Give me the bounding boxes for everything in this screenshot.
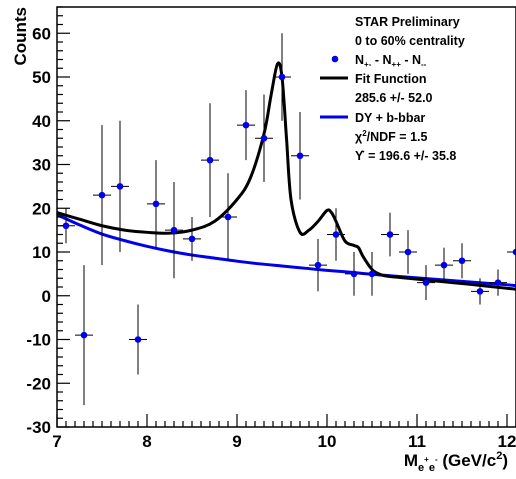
data-point xyxy=(147,160,165,248)
legend-data-marker xyxy=(331,55,339,63)
y-axis-title: Counts xyxy=(11,7,30,66)
legend-background-label: DY + b-bbar xyxy=(355,111,425,125)
legend-upsilon-yield: ϒ = 196.6 +/- 35.8 xyxy=(355,149,456,163)
data-point xyxy=(399,230,417,274)
data-marker xyxy=(368,270,376,278)
y-tick-label: 50 xyxy=(32,68,51,87)
data-point xyxy=(165,182,183,279)
y-tick-label: 30 xyxy=(32,156,51,175)
data-marker xyxy=(188,235,196,243)
data-point xyxy=(93,125,111,266)
y-tick-label: 60 xyxy=(32,24,51,43)
data-marker xyxy=(242,121,250,129)
data-point xyxy=(435,247,453,283)
data-point xyxy=(327,208,345,261)
curve-layer xyxy=(57,61,516,291)
legend-fit-value: 285.6 +/- 52.0 xyxy=(355,91,433,105)
data-marker xyxy=(98,191,106,199)
data-marker xyxy=(296,152,304,160)
y-tick-label: 10 xyxy=(32,243,51,262)
data-marker xyxy=(224,213,232,221)
x-tick-label: 7 xyxy=(52,432,61,451)
data-point xyxy=(219,173,237,261)
x-tick-label: 9 xyxy=(232,432,241,451)
data-point xyxy=(129,304,147,375)
data-point xyxy=(453,243,471,279)
legend-data-label: N+- - N++ - N-- xyxy=(355,53,427,69)
data-marker xyxy=(386,231,394,238)
data-marker xyxy=(170,226,178,234)
data-point xyxy=(201,103,219,217)
data-point xyxy=(345,252,363,296)
data-point xyxy=(75,265,93,406)
data-marker xyxy=(278,73,286,81)
data-marker xyxy=(314,261,322,269)
data-marker xyxy=(476,288,484,295)
fit-curve xyxy=(57,61,516,291)
data-marker xyxy=(404,248,412,256)
data-marker xyxy=(494,279,502,286)
data-point xyxy=(237,90,255,161)
x-tick-label: 12 xyxy=(498,432,516,451)
data-marker xyxy=(440,261,448,269)
data-point xyxy=(417,265,435,301)
x-axis-title: Me+e- (GeV/c2) xyxy=(404,450,508,474)
data-marker xyxy=(152,200,160,208)
data-marker xyxy=(80,331,88,339)
data-point xyxy=(507,238,516,266)
data-point xyxy=(111,120,129,252)
x-tick-label: 10 xyxy=(318,432,337,451)
x-tick-label: 11 xyxy=(408,432,426,451)
data-point xyxy=(183,217,201,261)
y-tick-label: -30 xyxy=(26,418,51,437)
y-tick-label: 0 xyxy=(42,287,51,306)
data-marker xyxy=(350,270,358,278)
legend-chi2: χ2/NDF = 1.5 xyxy=(355,129,427,144)
legend-fit-label: Fit Function xyxy=(355,72,427,86)
data-point xyxy=(309,238,327,292)
data-marker xyxy=(116,183,124,190)
y-tick-label: 20 xyxy=(32,199,51,218)
background-curve xyxy=(57,213,516,288)
legend: STAR Preliminary 0 to 60% centrality N+-… xyxy=(320,15,465,163)
data-point xyxy=(471,278,489,305)
data-point xyxy=(489,269,507,296)
data-marker xyxy=(134,336,142,343)
tick-layer: 7 8 9 10 11 12 -30 -20 -10 0 10 20 30 40 50 60 xyxy=(26,6,516,451)
data-point-layer xyxy=(57,33,516,406)
data-marker xyxy=(206,156,214,164)
y-tick-label: -10 xyxy=(26,331,51,350)
data-marker xyxy=(62,222,70,230)
data-point xyxy=(381,212,399,257)
data-point xyxy=(255,94,273,182)
y-tick-label: -20 xyxy=(26,374,51,393)
legend-header-experiment: STAR Preliminary xyxy=(355,15,460,29)
data-point xyxy=(363,252,381,296)
legend-header-centrality: 0 to 60% centrality xyxy=(355,34,465,48)
y-tick-label: 40 xyxy=(32,112,51,131)
data-marker xyxy=(422,279,430,286)
data-point xyxy=(291,112,309,200)
data-marker xyxy=(458,257,466,265)
x-tick-label: 8 xyxy=(142,432,151,451)
data-marker xyxy=(260,134,268,142)
data-marker xyxy=(332,231,340,238)
data-point xyxy=(273,33,291,121)
data-marker xyxy=(512,248,516,256)
